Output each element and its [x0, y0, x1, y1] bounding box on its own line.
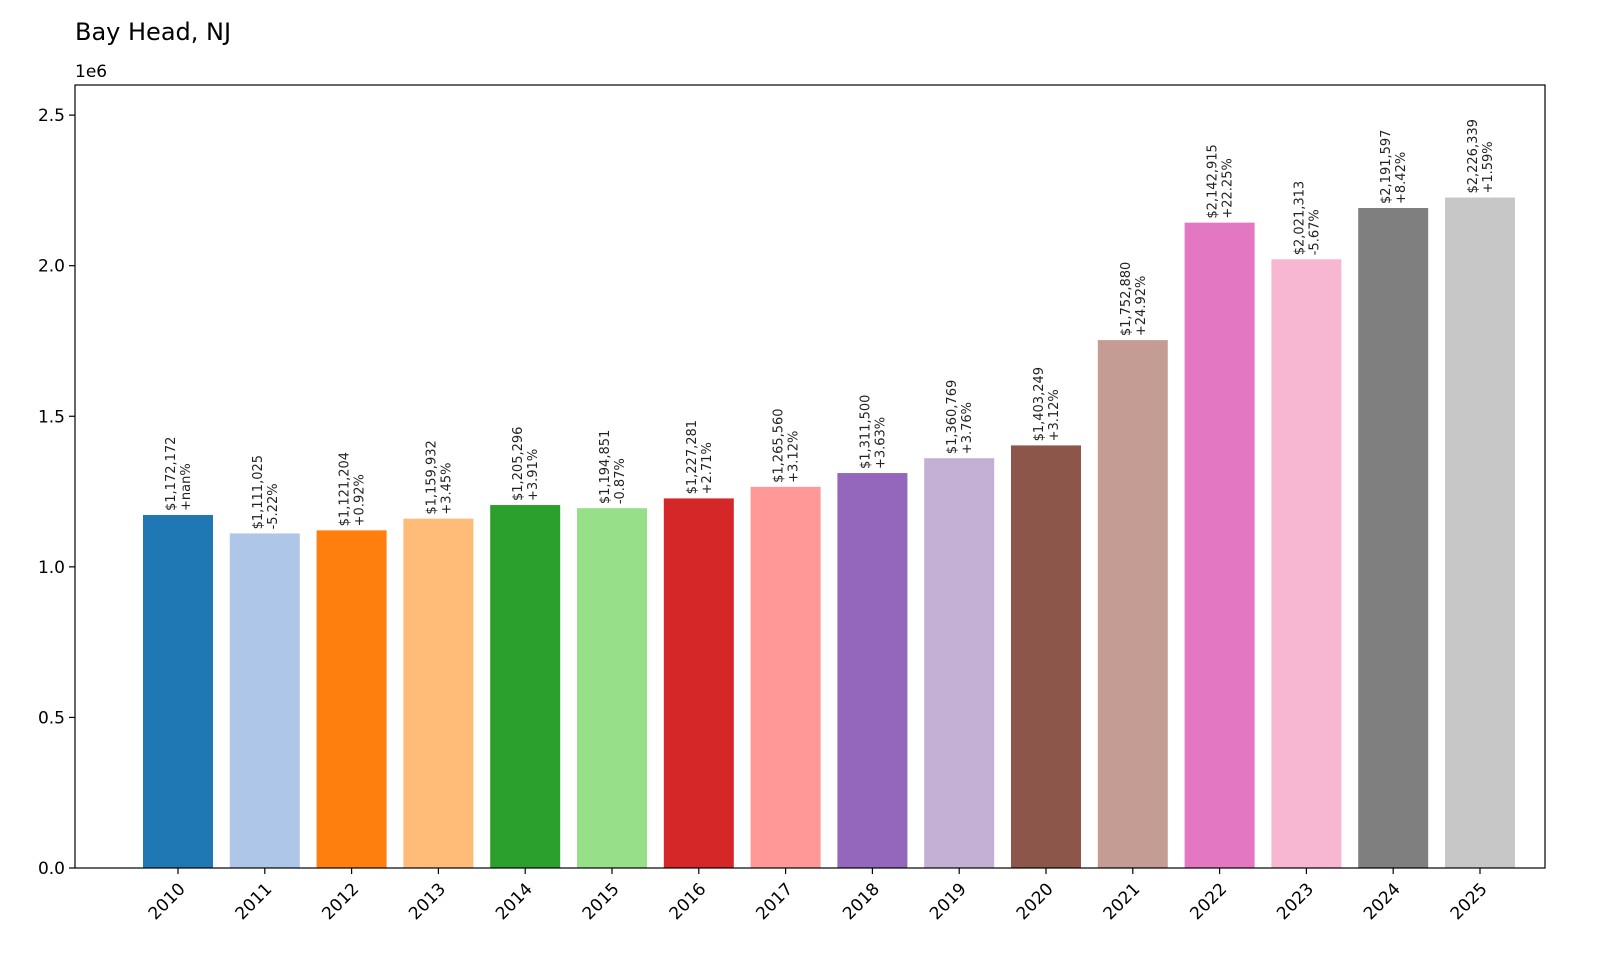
bar-2011	[229, 533, 300, 868]
x-tick-label-2015: 2015	[579, 879, 624, 924]
x-tick-label-2016: 2016	[666, 879, 711, 924]
x-tick-label-2019: 2019	[926, 879, 971, 924]
bar-2012	[316, 530, 387, 868]
value-label: $2,226,339	[1466, 119, 1481, 193]
x-tick-label-2018: 2018	[839, 879, 884, 924]
x-tick-label-2021: 2021	[1100, 879, 1145, 924]
data-label-2011: $1,111,025 -5.22%	[251, 455, 281, 529]
bar-2022	[1184, 222, 1255, 868]
value-label: $1,172,172	[164, 437, 179, 511]
x-tick-label-2014: 2014	[492, 879, 537, 924]
change-label: +3.45%	[439, 462, 454, 514]
change-label: +1.59%	[1481, 141, 1496, 193]
value-label: $1,227,281	[685, 420, 700, 494]
bars-layer	[143, 197, 1515, 869]
change-label: +3.91%	[526, 449, 541, 501]
data-label-2014: $1,205,296 +3.91%	[511, 427, 541, 501]
change-label: +2.71%	[700, 442, 715, 494]
change-label: +24.92%	[1134, 276, 1149, 336]
data-label-2010: $1,172,172 +nan%	[164, 437, 194, 511]
bar-2024	[1358, 207, 1429, 869]
bar-2017	[750, 486, 821, 868]
value-label: $2,142,915	[1206, 144, 1221, 218]
value-label: $1,311,500	[858, 395, 873, 469]
y-tick-label: 0.0	[38, 859, 65, 879]
value-label: $2,021,313	[1292, 181, 1307, 255]
change-label: +0.92%	[353, 474, 368, 526]
value-label: $1,205,296	[511, 427, 526, 501]
change-label: +3.76%	[960, 402, 975, 454]
x-tick-label-2023: 2023	[1273, 879, 1318, 924]
data-label-2018: $1,311,500 +3.63%	[858, 395, 888, 469]
y-tick-label: 2.5	[38, 106, 65, 126]
bar-2023	[1271, 259, 1342, 868]
value-label: $1,121,204	[338, 452, 353, 526]
change-label: +3.63%	[873, 417, 888, 469]
data-label-2023: $2,021,313 -5.67%	[1292, 181, 1322, 255]
value-label: $2,191,597	[1379, 130, 1394, 204]
data-label-2021: $1,752,880 +24.92%	[1119, 262, 1149, 336]
bar-2013	[403, 518, 474, 868]
y-offset-label: 1e6	[75, 62, 107, 82]
plot-frame	[74, 84, 1546, 869]
data-label-2025: $2,226,339 +1.59%	[1466, 119, 1496, 193]
y-tick-label: 0.5	[38, 708, 65, 728]
bar-2015	[577, 508, 647, 868]
change-label: +3.12%	[787, 431, 802, 483]
value-label: $1,360,769	[945, 380, 960, 454]
x-tick-label-2025: 2025	[1447, 879, 1492, 924]
change-label: +8.42%	[1394, 152, 1409, 204]
data-label-2024: $2,191,597 +8.42%	[1379, 130, 1409, 204]
data-label-2017: $1,265,560 +3.12%	[772, 408, 802, 482]
change-label: -5.22%	[266, 483, 281, 529]
bar-2020	[1011, 445, 1081, 868]
bar-2019	[924, 458, 995, 868]
value-label: $1,265,560	[772, 408, 787, 482]
x-tick-label-2010: 2010	[145, 879, 190, 924]
y-tick-label: 2.0	[38, 257, 65, 277]
data-labels-layer: $1,172,172 +nan% $1,111,025 -5.22% $1,121,20…	[164, 119, 1496, 529]
change-label: -0.87%	[613, 458, 628, 504]
value-label: $1,752,880	[1119, 262, 1134, 336]
x-tick-label-2011: 2011	[232, 879, 277, 924]
x-tick-label-2020: 2020	[1013, 879, 1058, 924]
value-label: $1,403,249	[1032, 367, 1047, 441]
bar-2016	[663, 498, 734, 868]
value-label: $1,194,851	[598, 430, 613, 504]
data-label-2015: $1,194,851 -0.87%	[598, 430, 628, 504]
chart-title: Bay Head, NJ	[75, 18, 232, 46]
x-tick-label-2017: 2017	[752, 879, 797, 924]
data-label-2016: $1,227,281 +2.71%	[685, 420, 715, 494]
data-label-2020: $1,403,249 +3.12%	[1032, 367, 1062, 441]
bar-2021	[1097, 340, 1168, 868]
bar-2010	[143, 515, 213, 868]
x-tick-label-2013: 2013	[405, 879, 450, 924]
change-label: -5.67%	[1307, 209, 1322, 255]
x-tick-label-2024: 2024	[1360, 879, 1405, 924]
data-label-2022: $2,142,915 +22.25%	[1206, 144, 1236, 218]
data-label-2012: $1,121,204 +0.92%	[338, 452, 368, 526]
value-label: $1,111,025	[251, 455, 266, 529]
x-tick-label-2022: 2022	[1186, 879, 1231, 924]
change-label: +22.25%	[1221, 158, 1236, 218]
bar-2018	[837, 473, 908, 868]
bar-2025	[1445, 197, 1515, 868]
data-label-2013: $1,159,932 +3.45%	[424, 440, 454, 514]
data-label-2019: $1,360,769 +3.76%	[945, 380, 975, 454]
x-tick-label-2012: 2012	[318, 879, 363, 924]
y-tick-label: 1.5	[38, 407, 65, 427]
change-label: +nan%	[179, 463, 194, 511]
change-label: +3.12%	[1047, 389, 1062, 441]
y-tick-label: 1.0	[38, 558, 65, 578]
bar-2014	[490, 505, 561, 868]
value-label: $1,159,932	[424, 440, 439, 514]
